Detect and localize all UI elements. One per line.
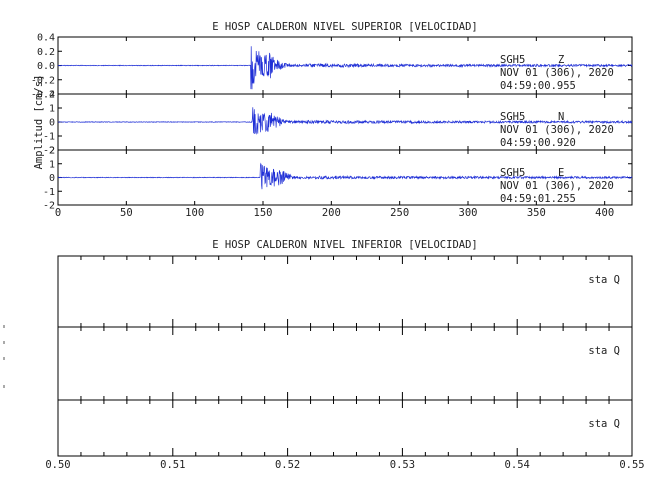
empty-trace: sta Q <box>57 255 633 328</box>
x-tick-label: 0.54 <box>505 459 530 471</box>
x-tick-label: 0 <box>55 207 61 219</box>
component-label: E <box>558 167 564 179</box>
waveform-line <box>57 107 633 135</box>
y-tick-label: 2 <box>49 90 55 101</box>
y-tick-label: -1 <box>43 132 55 143</box>
component-label: Z <box>558 54 564 66</box>
y-tick-label: -0.4 <box>31 90 55 101</box>
x-tick-label: 150 <box>254 207 273 219</box>
x-tick-label: 200 <box>322 207 341 219</box>
date-label: NOV 01 (306), 2020 <box>500 67 614 79</box>
y-tick-label: 2 <box>49 146 55 157</box>
date-label: NOV 01 (306), 2020 <box>500 124 614 136</box>
trace-frame <box>57 326 633 401</box>
y-tick-label: 1 <box>49 159 55 170</box>
lower-panel: E HOSP CALDERON NIVEL INFERIOR [VELOCIDA… <box>3 239 645 471</box>
lower-traces: sta Q sta Q sta Q <box>57 255 633 457</box>
time-label: 04:59:00.920 <box>500 137 576 149</box>
x-tick-label: 250 <box>390 207 409 219</box>
upper-panel-title: E HOSP CALDERON NIVEL SUPERIOR [VELOCIDA… <box>212 21 478 33</box>
y-tick-label: 0 <box>49 173 55 184</box>
x-tick-label: 50 <box>120 207 133 219</box>
trace-frame <box>57 255 633 328</box>
y-tick-label: 0 <box>49 118 55 129</box>
x-tick-label: 400 <box>595 207 614 219</box>
x-tick-label: 0.50 <box>45 459 70 471</box>
trace-frame <box>57 399 633 457</box>
y-tick-label: 0.2 <box>37 47 55 58</box>
x-tick-label: 350 <box>527 207 546 219</box>
x-tick-label: 0.55 <box>619 459 644 471</box>
y-tick-label: -2 <box>43 146 55 157</box>
waveform-line <box>58 46 633 90</box>
y-tick-label: -1 <box>43 187 55 198</box>
empty-trace: sta Q <box>57 399 633 457</box>
y-tick-label: -2 <box>43 201 55 212</box>
sta-label: sta Q <box>588 345 620 357</box>
upper-y-axis-label: Amplitud [cm/s] <box>33 75 45 170</box>
date-label: NOV 01 (306), 2020 <box>500 180 614 192</box>
x-tick-label: 0.51 <box>160 459 185 471</box>
y-tick-label: 0.4 <box>37 33 55 44</box>
station-label: SGH5 <box>500 167 525 179</box>
waveform-line <box>58 162 633 190</box>
y-tick-label: 1 <box>49 104 55 115</box>
station-label: SGH5 <box>500 54 525 66</box>
empty-trace: sta Q <box>57 326 633 401</box>
component-label: N <box>558 111 564 123</box>
upper-x-axis: 0 50 100 150 200 250 300 350 400 <box>55 207 614 219</box>
time-label: 04:59:00.955 <box>500 80 576 92</box>
time-label: 04:59:01.255 <box>500 193 576 205</box>
x-tick-label: 100 <box>185 207 204 219</box>
x-tick-label: 0.53 <box>390 459 415 471</box>
sta-label: sta Q <box>588 418 620 430</box>
x-tick-label: 0.52 <box>275 459 300 471</box>
station-label: SGH5 <box>500 111 525 123</box>
upper-panel: E HOSP CALDERON NIVEL SUPERIOR [VELOCIDA… <box>31 21 633 219</box>
y-tick-label: -0.2 <box>31 75 55 86</box>
lower-x-axis: 0.50 0.51 0.52 0.53 0.54 0.55 <box>45 459 644 471</box>
sta-label: sta Q <box>588 274 620 286</box>
lower-panel-title: E HOSP CALDERON NIVEL INFERIOR [VELOCIDA… <box>212 239 478 251</box>
y-tick-label: 0.0 <box>37 61 55 72</box>
x-tick-label: 300 <box>459 207 478 219</box>
